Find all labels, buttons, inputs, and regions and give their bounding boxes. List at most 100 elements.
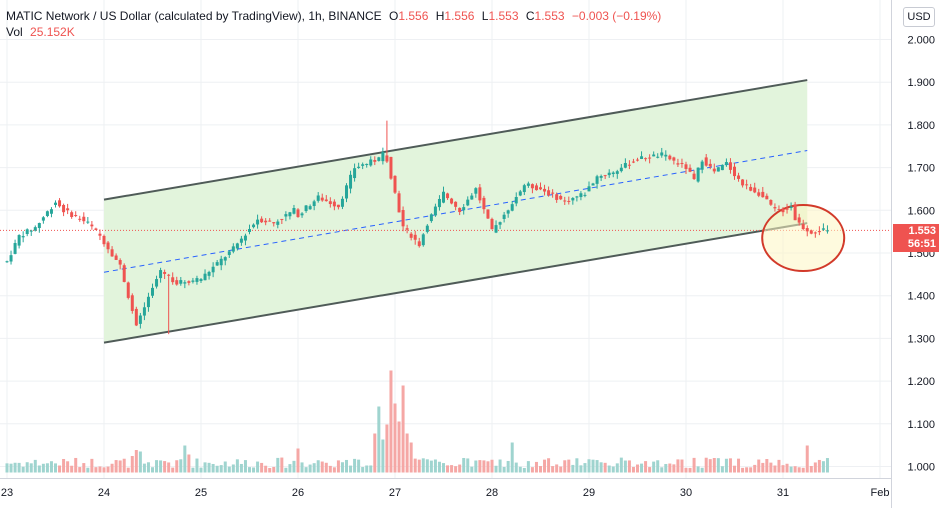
volume-bar [502,466,506,473]
volume-bar [821,461,825,473]
candle-body [191,280,195,282]
candle-body [644,158,648,160]
volume-bar [106,466,110,473]
time-tick-label: 24 [98,487,110,499]
candle-body [413,234,417,240]
candle-body [41,217,45,221]
volume-bar [571,464,575,473]
candle-body [785,208,789,210]
candle-body [187,281,191,283]
candle-body [567,200,571,202]
candle-body [336,204,340,208]
time-tick-label: 29 [583,487,595,499]
volume-bar [825,458,829,473]
candle-body [179,280,183,284]
volume-bar [58,465,62,473]
candle-body [308,206,312,210]
volume-bar [437,461,441,473]
candle-body [652,154,656,157]
volume-bar [357,459,361,473]
candle-body [126,282,130,298]
volume-bar [361,467,365,473]
volume-bar [421,458,425,473]
high-value: 1.556 [444,9,475,23]
candle-body [235,243,239,249]
candle-body [17,235,21,246]
volume-bar [300,462,304,473]
volume-bar [425,459,429,473]
volume-bar [615,463,619,473]
channel-upper-line [103,79,808,201]
candle-body [429,214,433,222]
candle-body [442,191,445,203]
volume-bar [25,462,29,473]
volume-bar [21,466,25,473]
volume-bar [417,459,421,473]
volume-bar [203,462,207,473]
candle-body [357,166,361,168]
volume-bar [708,459,712,473]
candle-body [547,190,551,196]
volume-bar [377,406,381,473]
volume-bar [248,467,251,473]
volume-bar [470,466,474,473]
volume-bar [454,466,458,473]
volume-bar [114,460,118,473]
candle-body [118,260,122,265]
volume-bar [668,463,672,473]
volume-bar [652,461,656,473]
volume-bar [680,459,684,473]
candle-body [733,166,736,177]
volume-bar [539,466,542,473]
volume-bar [74,457,78,473]
candle-body [373,159,377,162]
volume-bar [446,465,450,473]
parallel-channel[interactable] [103,79,808,344]
volume-bar [551,466,555,473]
currency-button[interactable]: USD [903,7,935,27]
volume-bar [163,461,167,473]
candle-body [502,214,506,219]
candle-body [227,251,231,255]
volume-bar [757,459,761,473]
volume-bar [167,462,171,473]
volume-bar [543,459,547,473]
candle-body [332,201,336,207]
time-tick-label: Feb [871,487,890,499]
volume-bar [704,457,708,473]
chart-legend: MATIC Network / US Dollar (calculated by… [6,8,661,40]
volume-bar [284,467,288,473]
volume-bar [365,465,369,473]
volume-bar [393,403,397,473]
volume-bar [429,460,433,473]
volume-bar [49,461,53,473]
change-value: −0.003 (−0.19%) [571,9,662,23]
volume-bar [369,465,373,473]
candle-body [631,161,635,163]
open-value: 1.556 [398,9,429,23]
volume-bar [29,463,33,473]
candle-body [292,208,296,214]
volume-bar [611,466,615,473]
candle-body [793,204,797,221]
candle-body [551,192,555,194]
candle-body [599,176,603,178]
candle-body [328,201,332,205]
volume-bar [506,460,510,473]
candle-body [660,152,664,156]
volume-bar [134,450,138,473]
candle-body [518,191,522,196]
volume-bar [619,457,623,473]
volume-bar [126,467,130,473]
time-tick-label: 26 [292,487,304,499]
volume-bar [567,459,571,473]
candle-body [737,175,741,179]
candle-body [805,228,809,232]
volume-bar [41,463,45,473]
volume-bar [797,467,801,473]
volume-bar [320,461,324,473]
candle-body [66,208,70,211]
volume-bar [264,465,268,473]
volume-bar [256,461,260,473]
